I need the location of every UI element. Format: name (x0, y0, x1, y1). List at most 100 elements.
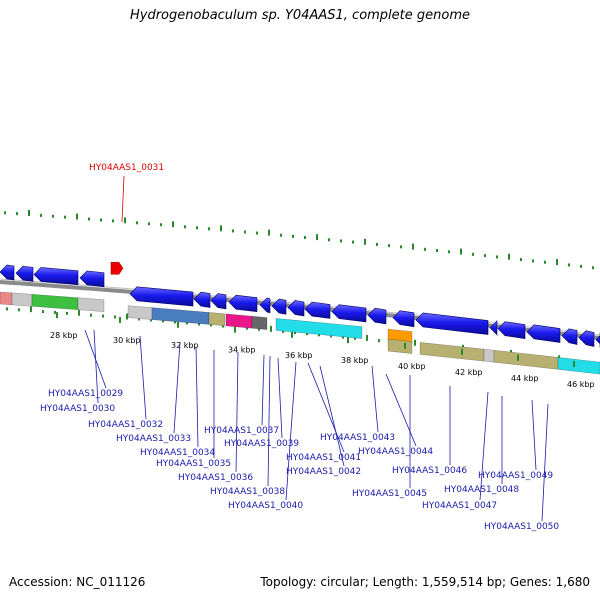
gene-arrow-lower (497, 321, 526, 339)
skew-dot-upper (280, 233, 282, 237)
cog-color-block (387, 338, 413, 354)
skew-dot-upper (376, 242, 378, 246)
gene-track (0, 262, 600, 375)
skew-dot-lower (294, 331, 296, 335)
skew-dot-upper (340, 239, 342, 243)
gene-label: HY04AAS1_0049 (478, 471, 553, 481)
skew-dot-lower (198, 322, 200, 326)
gene-label: HY04AAS1_0032 (88, 420, 163, 430)
gene-arrow-upper (0, 264, 15, 281)
cog-color-block (275, 318, 363, 339)
gene-label: HY04AAS1_0050 (484, 522, 559, 532)
gene-arrow-upper (15, 265, 34, 282)
gene-arrow-lower (561, 328, 578, 345)
gene-label: HY04AAS1_0034 (140, 448, 215, 458)
skew-dot-lower (6, 307, 8, 311)
skew-dot-upper (244, 230, 246, 234)
skew-dot-lower (114, 315, 116, 319)
skew-dot-upper (124, 217, 126, 224)
skew-dot-upper (568, 263, 570, 267)
gene-label: HY04AAS1_0030 (40, 404, 115, 414)
kbp-tick-label: 42 kbp (455, 368, 483, 377)
gene-arrow-lower (489, 320, 498, 336)
gene-leader-line (479, 391, 489, 501)
kbp-tick-label: 36 kbp (285, 351, 313, 360)
skew-dot-upper (4, 211, 6, 215)
skew-dot-lower (270, 325, 272, 332)
gene-leader-line (531, 399, 537, 471)
gene-arrow-upper (79, 270, 105, 288)
highlight-leader-line (121, 175, 125, 223)
gene-arrow-lower (228, 294, 258, 312)
skew-dot-upper (160, 223, 162, 227)
gene-leader-line (195, 346, 199, 448)
gene-arrow-lower (526, 324, 561, 343)
skew-dot-upper (148, 222, 150, 226)
skew-dot-lower (42, 310, 44, 314)
kbp-tick-label: 46 kbp (567, 380, 595, 389)
gene-leader-line (307, 362, 345, 453)
skew-dot-upper (592, 266, 594, 270)
skew-dot-upper (496, 255, 498, 259)
gene-label: HY04AAS1_0044 (358, 447, 433, 457)
gene-arrow-lower (287, 300, 305, 317)
skew-dot-upper (448, 250, 450, 254)
skew-dot-upper (88, 217, 90, 221)
skew-dot-lower (258, 327, 260, 331)
gene-arrow-lower (415, 312, 489, 335)
skew-dot-upper (436, 249, 438, 253)
gene-leader-line (267, 355, 271, 487)
cog-color-block (0, 291, 13, 306)
skew-dot-upper (544, 260, 546, 264)
gene-arrow-lower (331, 304, 367, 323)
gene-leader-line (385, 373, 417, 447)
skew-dot-lower (54, 310, 56, 314)
gene-leader-line (319, 365, 345, 467)
cog-color-block (31, 294, 79, 311)
gene-arrow-lower (595, 332, 600, 348)
cog-color-block (483, 348, 495, 363)
skew-dot-upper (424, 247, 426, 251)
gene-leader-line (235, 351, 239, 473)
gene-arrow-lower (259, 297, 271, 314)
skew-dot-upper (400, 245, 402, 249)
cog-color-block (208, 312, 226, 327)
kbp-tick-label: 40 kbp (398, 362, 426, 371)
skew-dot-upper (532, 259, 534, 263)
skew-dot-lower (342, 335, 344, 339)
skew-dot-upper (388, 244, 390, 248)
skew-dot-upper (52, 214, 54, 218)
skew-dot-upper (304, 235, 306, 239)
gene-label: HY04AAS1_0029 (48, 389, 123, 399)
skew-dot-lower (90, 313, 92, 317)
skew-dot-lower (282, 329, 284, 333)
skew-dot-lower (126, 313, 128, 320)
map-title: Hydrogenobaculum sp. Y04AAS1, complete g… (129, 8, 471, 23)
gene-arrow-lower (271, 298, 287, 315)
skew-dot-lower (330, 334, 332, 338)
skew-dot-lower (78, 309, 80, 316)
kbp-tick-label: 44 kbp (511, 374, 539, 383)
skew-dot-upper (112, 219, 114, 223)
skew-dot-lower (138, 317, 140, 321)
cog-color-block (11, 292, 33, 307)
skew-dot-upper (220, 225, 222, 232)
gene-leader-line (541, 403, 549, 522)
gene-label: HY04AAS1_0048 (444, 485, 519, 495)
gene-label: HY04AAS1_0046 (392, 466, 467, 476)
gene-arrow-lower (578, 330, 595, 347)
gene-arrow-lower (129, 286, 194, 307)
gene-label: HY04AAS1_0041 (286, 453, 361, 463)
skew-dot-upper (40, 213, 42, 217)
skew-dot-upper (484, 254, 486, 258)
kbp-tick-label: 34 kbp (228, 346, 256, 355)
skew-dot-upper (76, 213, 78, 220)
gene-leader-line (277, 357, 283, 439)
gene-label: HY04AAS1_0042 (286, 467, 361, 477)
skew-dot-upper (328, 238, 330, 242)
cog-color-block (151, 307, 210, 325)
cog-color-block (77, 297, 105, 313)
gene-leader-line (371, 365, 379, 433)
gene-label: HY04AAS1_0039 (224, 439, 299, 449)
